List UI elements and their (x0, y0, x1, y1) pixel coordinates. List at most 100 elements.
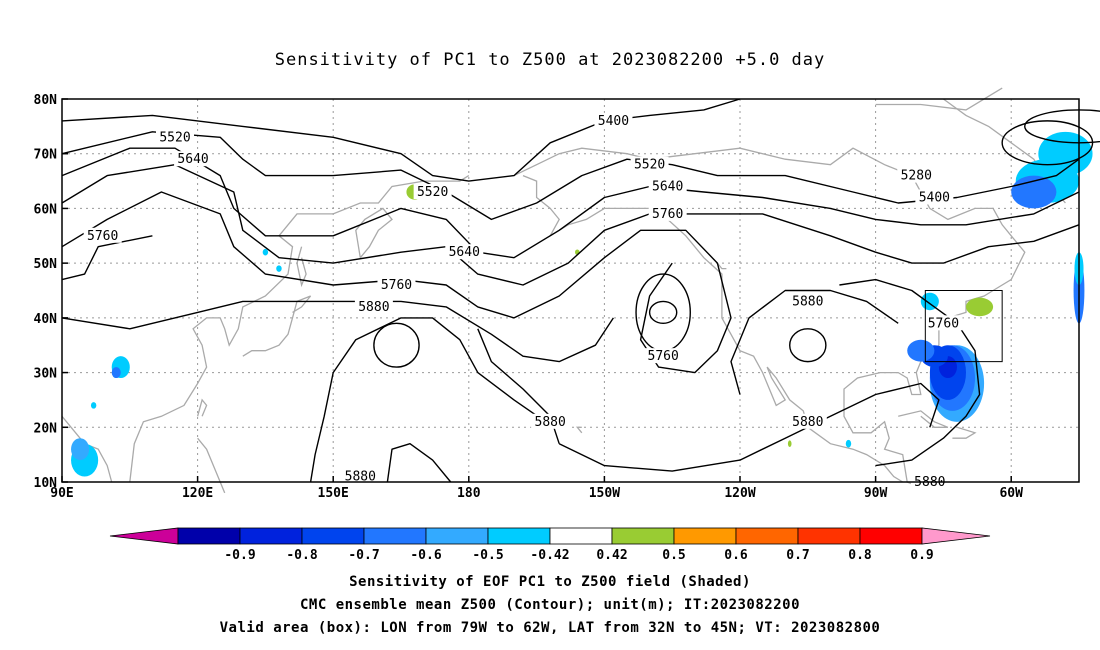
contour-label-bg (897, 167, 936, 183)
colorbar-segment (859, 527, 923, 545)
lat-label: 30N (34, 367, 58, 382)
closed-contour (648, 300, 678, 325)
coastline (355, 207, 393, 259)
contour-label-bg (630, 156, 669, 172)
colorbar-segment (549, 527, 613, 545)
sensitivity-patch (787, 440, 792, 447)
contour-label: 5400 (919, 190, 950, 205)
contour-label-bg (648, 205, 687, 221)
colorbar-segment (797, 527, 861, 545)
contour-line (61, 300, 614, 363)
colorbar-label: -0.42 (530, 548, 569, 563)
contour-line (558, 382, 940, 472)
coastlines (61, 87, 1066, 494)
closed-contour (789, 328, 827, 363)
contour-label: 5880 (358, 300, 389, 315)
contour-label-bg (445, 244, 484, 260)
colorbar-label: -0.6 (410, 548, 441, 563)
contour-label: 5640 (177, 152, 208, 167)
coastline (716, 262, 727, 270)
closed-contour (635, 273, 691, 352)
contour-line (839, 278, 981, 467)
contour-label: 5640 (652, 180, 683, 195)
coastline (61, 415, 113, 483)
contour-label: 5760 (928, 316, 959, 331)
coastline (296, 246, 307, 288)
contour-line (61, 191, 732, 374)
contour-line (730, 289, 899, 395)
colorbar-segment (673, 527, 737, 545)
colorbar-label: -0.7 (348, 548, 379, 563)
contour-label-bg (924, 315, 963, 331)
lat-label: 50N (34, 257, 58, 272)
sensitivity-patch (90, 402, 97, 409)
contour-label-bg (354, 298, 393, 314)
contour-label-bg (341, 468, 380, 484)
colorbar-label: -0.8 (286, 548, 317, 563)
contour-line (309, 317, 546, 483)
lon-label: 120W (724, 486, 755, 501)
colorbar-low-triangle (109, 527, 179, 545)
lat-label: 20N (34, 421, 58, 436)
contour-label: 5760 (648, 349, 679, 364)
colorbar-segment (239, 527, 303, 545)
contour-label: 5520 (417, 185, 448, 200)
contour-label-bg (413, 184, 452, 200)
colorbar-label: 0.5 (662, 548, 685, 563)
colorbar-label: 0.6 (724, 548, 748, 563)
lat-label: 80N (34, 93, 58, 108)
map-title: Sensitivity of PC1 to Z500 at 2023082200… (274, 50, 826, 70)
sensitivity-patch (276, 265, 282, 272)
coastline (807, 426, 904, 483)
contour-label-bg (915, 189, 954, 205)
contour-label-bg (594, 112, 633, 128)
contour-label: 5880 (345, 470, 376, 485)
caption-line-1: Sensitivity of EOF PC1 to Z500 field (Sh… (349, 574, 751, 590)
sensitivity-patch (111, 367, 121, 379)
lon-label: 90W (864, 486, 888, 501)
contour-label: 5760 (381, 278, 412, 293)
contour-line (386, 443, 452, 483)
sensitivity-patch (71, 438, 90, 461)
coastline (129, 175, 470, 483)
coastline (575, 426, 583, 434)
lat-label: 60N (34, 202, 58, 217)
coastline (952, 426, 977, 439)
contour-label: 5520 (634, 158, 665, 173)
colorbar-segment (425, 527, 489, 545)
lon-label: 90E (50, 486, 73, 501)
colorbar-segment (611, 527, 675, 545)
contour-label: 5520 (159, 130, 190, 145)
colorbar-label: 0.7 (786, 548, 809, 563)
sensitivity-patch (845, 439, 852, 448)
lon-label: 120E (182, 486, 213, 501)
contour-label: 5280 (901, 169, 932, 184)
contour-label-bg (648, 178, 687, 194)
caption-line-3: Valid area (box): LON from 79W to 62W, L… (219, 620, 881, 636)
closed-contour (373, 322, 420, 368)
contour-label: 5880 (792, 415, 823, 430)
colorbar-segment (301, 527, 365, 545)
contour-label: 5880 (792, 294, 823, 309)
contour-line (61, 164, 1080, 286)
sensitivity-patch (262, 248, 269, 256)
lon-label: 60W (999, 486, 1023, 501)
colorbar-high-triangle (921, 527, 991, 545)
contour-line (61, 235, 153, 281)
contour-line (61, 147, 1080, 259)
sensitivity-shading (71, 131, 1093, 477)
lat-lon-grid (62, 99, 1079, 482)
lon-label: 150E (318, 486, 349, 501)
contour-label-bg (788, 413, 827, 429)
lon-label: 150W (589, 486, 620, 501)
coastline (196, 398, 208, 417)
colorbar-label: -0.9 (224, 548, 255, 563)
contour-label: 5400 (598, 114, 629, 129)
z500-contours (61, 98, 1100, 483)
lon-label: 180 (457, 486, 481, 501)
colorbar-label: 0.8 (848, 548, 872, 563)
map-frame (61, 98, 1080, 483)
contour-label-bg (174, 151, 213, 167)
contour-label-bg (531, 413, 570, 429)
